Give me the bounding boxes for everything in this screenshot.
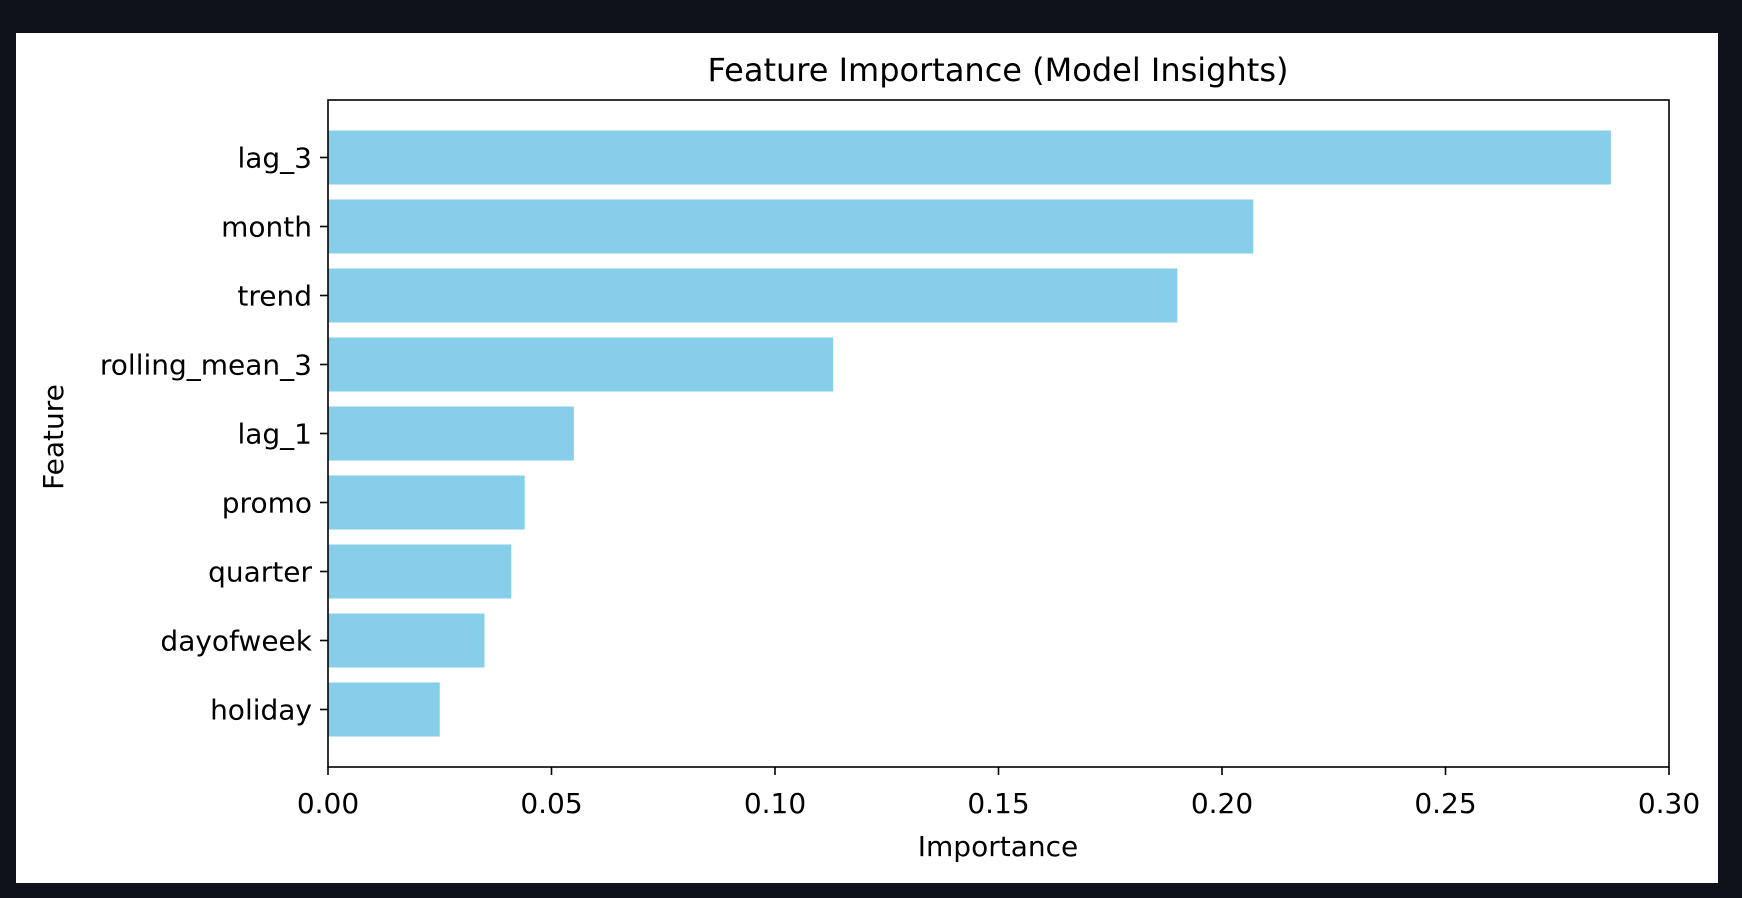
y-tick-label: trend bbox=[237, 280, 312, 313]
x-tick-label: 0.30 bbox=[1638, 787, 1700, 820]
bar-dayofweek bbox=[328, 613, 485, 668]
y-tick-label: promo bbox=[222, 487, 312, 520]
x-axis-label: Importance bbox=[918, 830, 1078, 863]
bar-lag_1 bbox=[328, 406, 574, 461]
x-tick-label: 0.00 bbox=[297, 787, 359, 820]
bar-quarter bbox=[328, 544, 512, 599]
y-tick-label: lag_3 bbox=[237, 142, 312, 175]
bar-lag_3 bbox=[328, 130, 1611, 185]
bars bbox=[328, 130, 1611, 737]
y-tick-label: quarter bbox=[208, 556, 312, 589]
x-axis-ticks: 0.00 0.05 0.10 0.15 0.20 0.25 0.30 bbox=[297, 767, 1700, 820]
x-tick-label: 0.05 bbox=[520, 787, 582, 820]
x-tick-label: 0.15 bbox=[967, 787, 1029, 820]
y-tick-label: month bbox=[221, 211, 312, 244]
x-tick-label: 0.20 bbox=[1191, 787, 1253, 820]
y-tick-label: dayofweek bbox=[160, 625, 312, 658]
bar-trend bbox=[328, 268, 1178, 323]
bar-rolling_mean_3 bbox=[328, 337, 834, 392]
y-tick-label: lag_1 bbox=[237, 418, 312, 451]
y-tick-label: rolling_mean_3 bbox=[100, 349, 312, 382]
plot-frame bbox=[327, 99, 1670, 768]
x-tick-label: 0.10 bbox=[744, 787, 806, 820]
bar-month bbox=[328, 199, 1254, 254]
y-tick-label: holiday bbox=[210, 694, 312, 727]
bar-promo bbox=[328, 475, 525, 530]
x-tick-label: 0.25 bbox=[1414, 787, 1476, 820]
chart-title: Feature Importance (Model Insights) bbox=[708, 51, 1289, 89]
bar-holiday bbox=[328, 682, 440, 737]
y-axis-label: Feature bbox=[37, 384, 70, 490]
